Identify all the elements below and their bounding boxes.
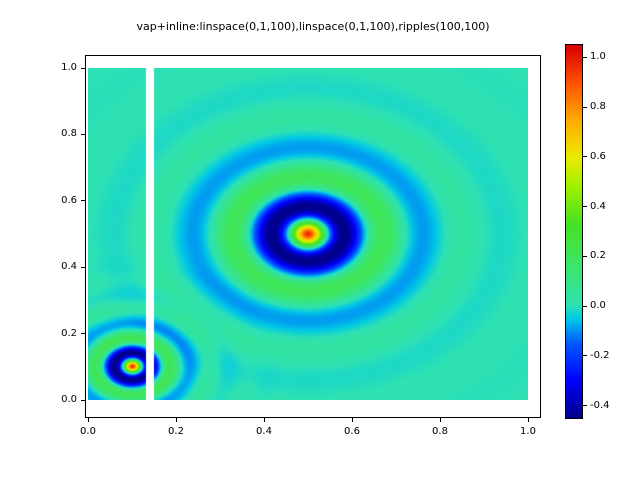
x-tick-label: 0.4 [256,426,272,437]
axes-frame [85,55,541,418]
colorbar-tick-mark [583,206,587,208]
colorbar-tick-label: 0.6 [590,150,606,162]
x-tick-label: 0.0 [80,426,96,437]
chart-title: vap+inline:linspace(0,1,100),linspace(0,… [136,20,490,33]
y-tick-mark [81,67,85,69]
x-tick-mark [175,418,177,422]
x-tick-label: 0.6 [344,426,360,437]
y-tick-mark [81,399,85,401]
colorbar-tick-mark [583,355,587,357]
y-tick-mark [81,333,85,335]
colorbar-tick-mark [583,156,587,158]
colorbar-tick-mark [583,106,587,108]
y-tick-mark [81,200,85,202]
x-tick-mark [263,418,265,422]
y-tick-mark [81,266,85,268]
x-tick-label: 1.0 [520,426,536,437]
colorbar-tick-label: 0.2 [590,250,606,262]
colorbar-tick-label: 1.0 [590,51,606,63]
x-tick-mark [351,418,353,422]
x-tick-mark [439,418,441,422]
y-tick-mark [81,133,85,135]
colorbar-tick-label: -0.2 [590,349,610,361]
x-tick-label: 0.2 [168,426,184,437]
x-tick-label: 0.8 [432,426,448,437]
y-tick-label: 0.2 [61,327,77,339]
colorbar-tick-label: 0.0 [590,300,606,312]
y-tick-label: 1.0 [61,62,77,73]
y-tick-label: 0.0 [61,394,77,405]
colorbar-tick-mark [583,305,587,307]
colorbar-tick-label: -0.4 [590,399,610,411]
colorbar-canvas [565,44,583,419]
colorbar-tick-label: 0.8 [590,101,606,113]
y-tick-label: 0.6 [61,194,77,206]
y-tick-label: 0.8 [61,128,77,140]
x-tick-mark [527,418,529,422]
y-tick-label: 0.4 [61,261,77,273]
x-tick-mark [87,418,89,422]
colorbar-tick-mark [583,56,587,58]
colorbar-tick-mark [583,255,587,257]
heatmap-canvas [88,68,528,400]
colorbar-tick-mark [583,405,587,407]
colorbar-tick-label: 0.4 [590,200,606,212]
